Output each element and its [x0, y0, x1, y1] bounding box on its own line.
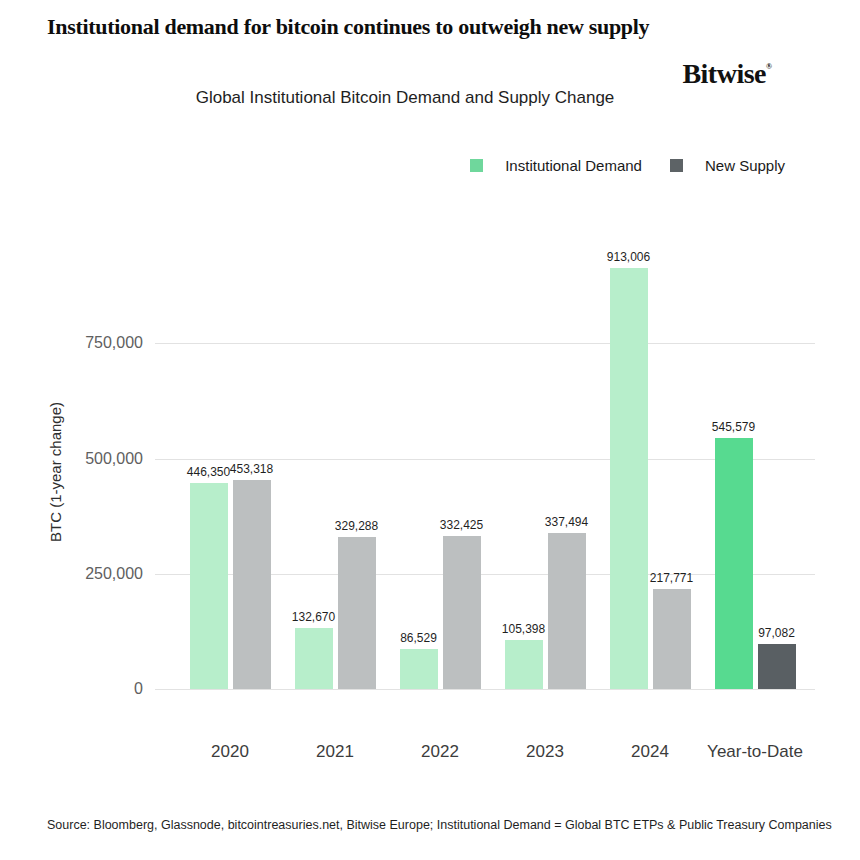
- y-tick-label: 0: [40, 680, 143, 698]
- page-title: Institutional demand for bitcoin continu…: [47, 14, 807, 40]
- legend-swatch-gray-icon: [670, 159, 683, 172]
- bar-new-supply-2020: [233, 480, 271, 689]
- bar-value-label: 545,579: [679, 420, 789, 434]
- bar-value-label: 97,082: [722, 626, 832, 640]
- plot-area: 446,350453,318132,670329,28886,529332,42…: [155, 228, 815, 689]
- legend-item-institutional-demand: Institutional Demand: [470, 157, 642, 174]
- bar-new-supply-2023: [548, 533, 586, 689]
- legend-label: New Supply: [705, 157, 785, 174]
- bar-institutional-demand-2022: [400, 649, 438, 689]
- bar-institutional-demand-2021: [295, 628, 333, 689]
- x-axis-label-year-to-date: Year-to-Date: [690, 742, 820, 762]
- bar-new-supply-2024: [653, 589, 691, 689]
- bar-value-label: 337,494: [512, 515, 622, 529]
- legend-swatch-green-icon: [470, 159, 483, 172]
- y-axis-title: BTC (1-year change): [47, 372, 67, 572]
- source-note: Source: Bloomberg, Glassnode, bitcointre…: [47, 818, 847, 832]
- bar-value-label: 329,288: [302, 519, 412, 533]
- bar-new-supply-year-to-date: [758, 644, 796, 689]
- y-tick-label: 250,000: [40, 565, 143, 583]
- bar-institutional-demand-2024: [610, 268, 648, 689]
- gridline-750000: [155, 343, 815, 344]
- y-tick-label: 750,000: [40, 334, 143, 352]
- bar-new-supply-2022: [443, 536, 481, 689]
- bitwise-logo-text: Bitwise: [682, 58, 766, 89]
- bar-institutional-demand-year-to-date: [715, 438, 753, 690]
- bar-new-supply-2021: [338, 537, 376, 689]
- bar-value-label: 453,318: [197, 462, 307, 476]
- chart-legend: Institutional Demand New Supply: [470, 157, 785, 174]
- legend-item-new-supply: New Supply: [670, 157, 785, 174]
- bar-value-label: 332,425: [407, 518, 517, 532]
- bar-value-label: 913,006: [574, 250, 684, 264]
- bar-institutional-demand-2023: [505, 640, 543, 689]
- y-tick-label: 500,000: [40, 450, 143, 468]
- chart-title: Global Institutional Bitcoin Demand and …: [110, 88, 700, 108]
- bar-institutional-demand-2020: [190, 483, 228, 689]
- chart-figure: Institutional demand for bitcoin continu…: [0, 0, 860, 860]
- registered-mark: ®: [766, 62, 772, 71]
- bar-value-label: 217,771: [617, 571, 727, 585]
- gridline-0: [155, 689, 815, 690]
- bitwise-logo: Bitwise®: [682, 58, 772, 90]
- legend-label: Institutional Demand: [505, 157, 642, 174]
